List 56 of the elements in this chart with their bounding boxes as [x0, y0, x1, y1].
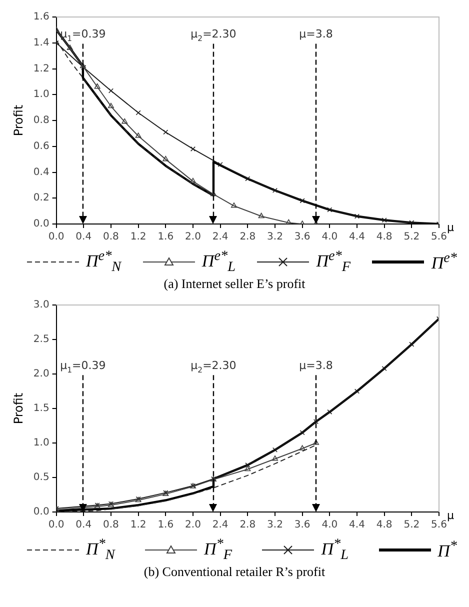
y-tick-label: 0.2: [33, 192, 50, 204]
x-tick-label: 0.0: [48, 520, 64, 531]
x-tick-label: 0.4: [76, 232, 92, 243]
text: (a) Internet seller E’s profit: [162, 276, 306, 293]
y-tick-label: 0.8: [33, 115, 50, 126]
x-tick-label: 2.0: [185, 520, 201, 531]
y-tick-label: 0.0: [33, 218, 50, 230]
x-tick-label: 0.0: [48, 232, 64, 243]
ref-line-label: μ=3.8: [299, 28, 333, 41]
x-tick-label: 3.2: [267, 232, 283, 243]
x-tick-label: 1.6: [158, 232, 174, 243]
y-tick-label: 1.6: [33, 12, 50, 23]
y-tick-label: 1.4: [33, 37, 50, 48]
x-tick-label: 4.8: [376, 520, 392, 531]
x-tick-label: 3.6: [294, 232, 310, 243]
x-tick-label: 0.8: [103, 232, 119, 243]
x-tick-label: 1.2: [130, 520, 146, 531]
y-tick-label: 2.0: [33, 368, 50, 380]
x-axis-title: μ: [447, 508, 454, 522]
y-tick-label: 1.2: [33, 63, 50, 74]
y-tick-label: 3.0: [33, 300, 50, 311]
x-tick-label: 2.4: [212, 232, 228, 243]
x-tick-label: 1.6: [158, 520, 174, 531]
y-tick-label: 1.0: [33, 89, 50, 100]
x-tick-label: 4.8: [376, 232, 392, 243]
x-tick-label: 2.4: [212, 520, 228, 531]
x-tick-label: 5.6: [431, 520, 447, 531]
y-tick-label: 0.4: [33, 166, 50, 178]
x-tick-label: 0.8: [103, 520, 119, 531]
x-tick-label: 2.0: [185, 232, 201, 243]
x-tick-label: 4.4: [349, 520, 365, 531]
y-tick-label: 1.5: [33, 403, 50, 414]
y-tick-label: 0.5: [33, 472, 50, 484]
x-tick-label: 0.4: [76, 520, 92, 531]
x-tick-label: 5.2: [404, 520, 420, 531]
y-tick-label: 0.0: [33, 506, 50, 518]
y-tick-label: 0.6: [33, 140, 50, 152]
x-tick-label: 2.8: [240, 520, 256, 531]
legend-label: Π$^{*}$: [438, 538, 457, 562]
y-tick-label: 2.5: [33, 334, 50, 346]
ref-line-label: μ=3.8: [299, 359, 333, 372]
x-tick-label: 4.0: [322, 232, 338, 243]
x-axis-title: μ: [447, 220, 454, 234]
legend-label: Π$^{e*}$: [431, 250, 457, 274]
x-tick-label: 1.2: [130, 232, 146, 243]
x-tick-label: 4.0: [322, 520, 338, 531]
y-axis-title: Profit: [11, 392, 26, 424]
x-tick-label: 5.6: [431, 232, 447, 243]
text: (b) Conventional retailer R’s profit: [142, 564, 326, 581]
x-tick-label: 3.6: [294, 520, 310, 531]
x-tick-label: 2.8: [240, 232, 256, 243]
x-tick-label: 5.2: [404, 232, 420, 243]
y-axis-title: Profit: [11, 104, 26, 136]
y-tick-label: 1.0: [33, 438, 50, 449]
x-tick-label: 4.4: [349, 232, 365, 243]
x-tick-label: 3.2: [267, 520, 283, 531]
